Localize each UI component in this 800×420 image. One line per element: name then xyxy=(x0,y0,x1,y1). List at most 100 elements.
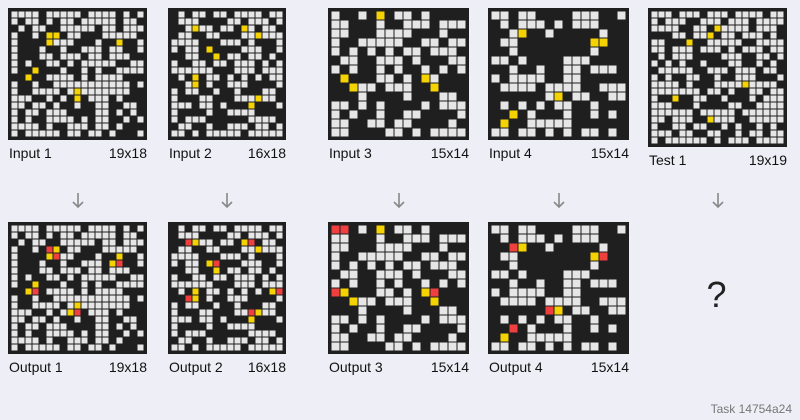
grid-cell xyxy=(171,116,178,123)
grid-cell xyxy=(67,11,74,18)
grid-cell xyxy=(248,225,255,232)
grid-cell xyxy=(109,53,116,60)
grid-cell xyxy=(81,95,88,102)
grid-cell xyxy=(67,295,74,302)
grid-cell xyxy=(770,81,777,88)
grid-cell xyxy=(340,65,349,74)
grid-cell xyxy=(123,309,130,316)
grid-cell xyxy=(255,232,262,239)
grid-cell xyxy=(178,302,185,309)
grid-cell xyxy=(178,330,185,337)
grid-cell xyxy=(53,337,60,344)
grid-cell xyxy=(25,130,32,137)
grid-cell xyxy=(491,306,500,315)
grid-cell xyxy=(518,74,527,83)
grid-cell xyxy=(590,261,599,270)
grid-cell xyxy=(700,67,707,74)
grid-cell xyxy=(234,32,241,39)
grid-size-label: 16x18 xyxy=(247,145,286,161)
grid-cell xyxy=(32,302,39,309)
grid-cell xyxy=(81,74,88,81)
grid-cell xyxy=(599,56,608,65)
grid-cell xyxy=(608,128,617,137)
grid-cell xyxy=(213,260,220,267)
grid-cell xyxy=(394,128,403,137)
grid-cell xyxy=(137,109,144,116)
grid-cell xyxy=(491,297,500,306)
grid-cell xyxy=(32,225,39,232)
grid-cell xyxy=(403,119,412,128)
grid-cell xyxy=(137,316,144,323)
grid-cell xyxy=(171,46,178,53)
grid-cell xyxy=(220,225,227,232)
grid-cell xyxy=(572,261,581,270)
grid-cell xyxy=(53,253,60,260)
grid-cell xyxy=(448,47,457,56)
grid-cell xyxy=(234,274,241,281)
grid-cell xyxy=(123,81,130,88)
grid-cell xyxy=(756,25,763,32)
grid-cell xyxy=(88,46,95,53)
grid-cell xyxy=(721,60,728,67)
grid-cell xyxy=(199,239,206,246)
grid-cell xyxy=(358,92,367,101)
grid-cell xyxy=(527,234,536,243)
grid-cell xyxy=(563,333,572,342)
grid-cell xyxy=(213,267,220,274)
grid-cell xyxy=(590,92,599,101)
grid-cell xyxy=(491,342,500,351)
grid-cell xyxy=(262,109,269,116)
grid-cell xyxy=(358,56,367,65)
grid-cell xyxy=(18,109,25,116)
grid-cell xyxy=(563,324,572,333)
grid-cell xyxy=(679,88,686,95)
grid-cell xyxy=(385,297,394,306)
grid-cell xyxy=(563,38,572,47)
grid-cell xyxy=(742,109,749,116)
grid-cell xyxy=(185,330,192,337)
grid-cell xyxy=(67,260,74,267)
grid-cell xyxy=(367,38,376,47)
grid-cell xyxy=(672,53,679,60)
grid-cell xyxy=(686,109,693,116)
grid-cell xyxy=(39,232,46,239)
grid-cell xyxy=(777,53,784,60)
grid-cell xyxy=(527,101,536,110)
grid-cell xyxy=(509,65,518,74)
grid-cell xyxy=(67,60,74,67)
grid-cell xyxy=(590,47,599,56)
grid-cell xyxy=(572,252,581,261)
grid-cell xyxy=(88,74,95,81)
grid-cell xyxy=(255,109,262,116)
grid-cell xyxy=(763,25,770,32)
grid-cell xyxy=(509,56,518,65)
grid-cell xyxy=(46,25,53,32)
grid-cell xyxy=(32,25,39,32)
grid-cell xyxy=(81,39,88,46)
grid-cell xyxy=(171,88,178,95)
grid-cell xyxy=(255,39,262,46)
grid-cell xyxy=(11,302,18,309)
grid-cell xyxy=(199,274,206,281)
grid-cell xyxy=(700,60,707,67)
grid-cell xyxy=(276,18,283,25)
grid-cell xyxy=(81,267,88,274)
grid-cell xyxy=(403,38,412,47)
grid-cell xyxy=(448,101,457,110)
grid-cell xyxy=(95,232,102,239)
grid-cell xyxy=(439,315,448,324)
grid-cell xyxy=(545,56,554,65)
grid-cell xyxy=(109,288,116,295)
grid-cell xyxy=(491,56,500,65)
grid-cell xyxy=(255,302,262,309)
grid-cell xyxy=(171,253,178,260)
grid-cell xyxy=(262,274,269,281)
grid-cell xyxy=(248,337,255,344)
grid-cell xyxy=(171,309,178,316)
grid-cell xyxy=(679,67,686,74)
grid-cell xyxy=(248,281,255,288)
grid-cell xyxy=(171,225,178,232)
grid-cell xyxy=(18,39,25,46)
grid-cell xyxy=(500,225,509,234)
grid-cell xyxy=(171,288,178,295)
